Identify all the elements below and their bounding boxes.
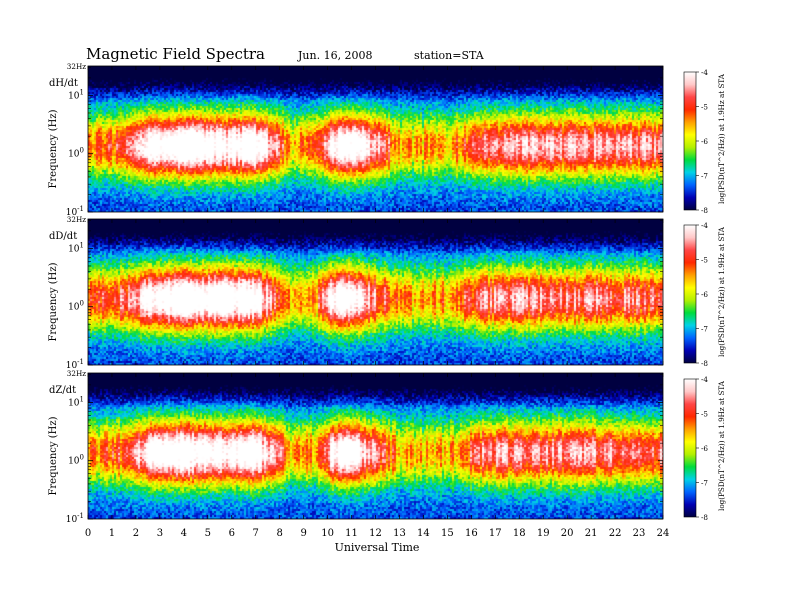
colorbar-gradient <box>684 379 696 517</box>
x-tick-label: 16 <box>465 528 478 539</box>
x-tick-label: 20 <box>561 528 574 539</box>
x-tick-label: 14 <box>417 528 430 539</box>
y-top-label: 32Hz <box>67 215 86 224</box>
y-axis-label: Frequency (Hz) <box>48 262 59 341</box>
x-tick-label: 23 <box>633 528 646 539</box>
colorbar-tick-label: -7 <box>701 325 708 334</box>
colorbar: -4 -5 -6 -7 -8 log(PSD(nT^2/Hz)) at 1.9Hz at … <box>683 221 726 368</box>
x-tick-label: 5 <box>205 528 211 539</box>
y-tick-label: 100 <box>68 454 84 467</box>
spectrogram-image <box>88 219 663 365</box>
y-tick-label: 10-1 <box>66 512 84 525</box>
colorbar-label: log(PSD(nT^2/Hz)) at 1.9Hz at STA <box>717 380 726 511</box>
x-tick-label: 1 <box>109 528 115 539</box>
colorbar: -4 -5 -6 -7 -8 log(PSD(nT^2/Hz)) at 1.9Hz at … <box>683 68 726 215</box>
colorbar-tick-label: -5 <box>701 410 708 419</box>
colorbar-tick-label: -7 <box>701 479 708 488</box>
x-tick-label: 7 <box>253 528 259 539</box>
y-tick-label: 10-1 <box>66 205 84 218</box>
colorbar-tick-label: -5 <box>701 103 708 112</box>
colorbar-tick-label: -6 <box>701 444 708 453</box>
colorbar: -4 -5 -6 -7 -8 log(PSD(nT^2/Hz)) at 1.9Hz at … <box>683 375 726 522</box>
colorbar-tick-label: -4 <box>701 375 708 384</box>
x-tick-label: 12 <box>369 528 382 539</box>
y-top-label: 32Hz <box>67 62 86 71</box>
x-tick-label: 18 <box>513 528 526 539</box>
colorbar-gradient <box>684 225 696 363</box>
x-tick-label: 10 <box>321 528 334 539</box>
colorbar-tick-label: -4 <box>701 68 708 77</box>
x-tick-label: 4 <box>181 528 187 539</box>
x-tick-label: 11 <box>345 528 358 539</box>
x-tick-label: 0 <box>85 528 91 539</box>
x-axis: 0 1 2 3 4 5 6 7 8 9 10 11 12 13 14 15 16 17 18 19 20 21 22 23 24 <box>85 528 670 539</box>
x-tick-label: 19 <box>537 528 550 539</box>
y-axis-label: Frequency (Hz) <box>48 416 59 495</box>
panel-component-label: dZ/dt <box>49 385 76 396</box>
y-top-label: 32Hz <box>67 369 86 378</box>
x-axis-label: Universal Time <box>335 541 420 554</box>
y-tick-label: 101 <box>68 88 84 101</box>
x-tick-label: 24 <box>657 528 670 539</box>
y-tick-label: 100 <box>68 300 84 313</box>
spectrogram-image <box>88 66 663 212</box>
y-tick-label: 10-1 <box>66 358 84 371</box>
x-tick-label: 3 <box>157 528 163 539</box>
x-tick-label: 13 <box>393 528 406 539</box>
colorbar-tick-label: -8 <box>701 513 708 522</box>
colorbar-tick-label: -6 <box>701 137 708 146</box>
x-tick-label: 2 <box>133 528 139 539</box>
station-label: station=STA <box>414 49 485 62</box>
x-tick-label: 15 <box>441 528 454 539</box>
x-tick-label: 8 <box>276 528 282 539</box>
x-tick-label: 9 <box>300 528 306 539</box>
colorbar-label: log(PSD(nT^2/Hz)) at 1.9Hz at STA <box>717 73 726 204</box>
y-tick-label: 100 <box>68 147 84 160</box>
colorbar-tick-label: -8 <box>701 206 708 215</box>
figure-title: Magnetic Field Spectra <box>86 45 265 63</box>
colorbar-tick-label: -4 <box>701 221 708 230</box>
y-tick-label: 101 <box>68 395 84 408</box>
colorbar-tick-label: -8 <box>701 359 708 368</box>
colorbar-tick-label: -5 <box>701 256 708 265</box>
colorbar-label: log(PSD(nT^2/Hz)) at 1.9Hz at STA <box>717 226 726 357</box>
x-tick-label: 6 <box>229 528 235 539</box>
colorbar-tick-label: -7 <box>701 172 708 181</box>
y-axis-label: Frequency (Hz) <box>48 109 59 188</box>
spectrogram-image <box>88 373 663 519</box>
x-tick-label: 21 <box>585 528 598 539</box>
colorbar-gradient <box>684 72 696 210</box>
x-tick-label: 22 <box>609 528 622 539</box>
y-tick-label: 101 <box>68 241 84 254</box>
panel-component-label: dH/dt <box>49 78 78 89</box>
x-tick-label: 17 <box>489 528 502 539</box>
panel-component-label: dD/dt <box>49 231 77 242</box>
date-label: Jun. 16, 2008 <box>297 49 373 62</box>
colorbar-tick-label: -6 <box>701 290 708 299</box>
